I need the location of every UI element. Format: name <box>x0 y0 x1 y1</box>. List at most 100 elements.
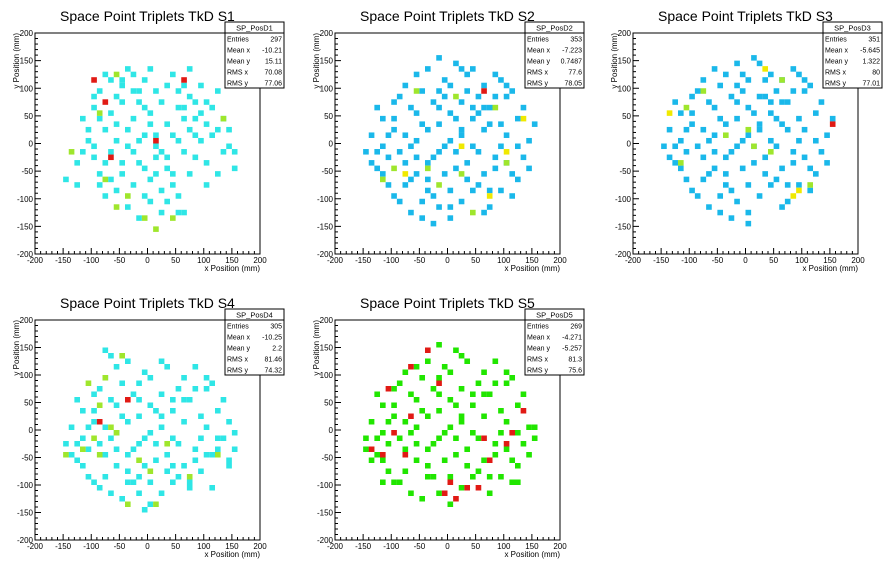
bin-cell <box>209 485 216 491</box>
bin-cell <box>215 408 221 414</box>
bin-cell <box>203 160 210 166</box>
stats-name: SP_PosD2 <box>536 24 573 33</box>
bin-cell <box>481 82 487 89</box>
bin-cell <box>220 149 227 155</box>
y-tick-label: -100 <box>317 195 334 204</box>
bin-cell <box>363 149 369 155</box>
y-tick-label: -50 <box>619 167 631 176</box>
bin-cell <box>745 104 752 111</box>
x-axis-label: x Position (mm) <box>204 264 260 273</box>
x-axis-label: x Position (mm) <box>204 550 260 559</box>
bin-cell <box>430 441 437 447</box>
stats-row-label: RMS y <box>227 368 249 375</box>
bin-cell <box>113 204 120 210</box>
y-tick-label: -100 <box>615 195 632 204</box>
bin-cell <box>481 369 487 375</box>
bin-cell <box>661 143 667 150</box>
bin-cell <box>711 149 718 155</box>
bin-cell <box>374 149 381 155</box>
bin-cell <box>175 193 182 199</box>
y-tick-label: 100 <box>320 84 334 93</box>
x-tick-label: 0 <box>145 256 150 265</box>
bin-cell <box>91 104 97 111</box>
x-tick-label: -150 <box>55 256 72 265</box>
x-tick-label: 200 <box>253 256 267 265</box>
bin-cell <box>170 215 176 221</box>
bin-cell <box>717 209 724 216</box>
stats-row-label: Mean x <box>527 48 550 55</box>
bin-cell <box>453 347 459 353</box>
bin-cell <box>509 375 516 381</box>
bin-cell <box>368 446 375 452</box>
bin-cell <box>203 424 210 430</box>
bin-cell <box>413 364 420 370</box>
bin-cell <box>486 391 493 397</box>
bin-cell <box>209 452 216 458</box>
bin-cell <box>413 137 420 144</box>
y-tick-label: -50 <box>21 167 33 176</box>
bin-cell <box>209 132 216 138</box>
bin-cell <box>396 93 403 100</box>
bin-cell <box>164 82 171 89</box>
bin-cell <box>807 82 814 89</box>
bin-cell <box>526 165 532 172</box>
bin-cell <box>153 143 159 150</box>
bin-cell <box>475 468 482 474</box>
bin-cell <box>728 93 735 100</box>
bin-cell <box>762 77 769 83</box>
bin-cell <box>486 187 493 194</box>
x-tick-label: 50 <box>471 542 480 551</box>
bin-cell <box>481 413 487 419</box>
bin-cell <box>125 204 131 210</box>
bin-cell <box>430 154 437 161</box>
bin-cell <box>63 176 69 183</box>
bin-cell <box>175 386 182 392</box>
stats-row-label: Entries <box>527 37 549 44</box>
x-tick-label: -50 <box>414 256 426 265</box>
bins-layer <box>363 342 538 507</box>
bin-cell <box>74 457 81 463</box>
bin-cell <box>453 435 459 441</box>
x-tick-label: 100 <box>197 256 211 265</box>
bin-cell <box>470 104 476 111</box>
bin-cell <box>102 424 109 430</box>
bin-cell <box>425 187 431 194</box>
bin-cell <box>706 99 712 105</box>
bin-cell <box>231 165 238 172</box>
stats-row-value: 80 <box>872 70 880 77</box>
bin-cell <box>102 99 109 105</box>
bin-cell <box>153 457 159 463</box>
bin-cell <box>158 209 165 216</box>
stats-row-value: 353 <box>570 37 582 44</box>
bin-cell <box>385 386 392 392</box>
bin-cell <box>96 88 103 94</box>
bin-cell <box>91 408 97 414</box>
bin-cell <box>515 176 521 183</box>
bin-cell <box>192 132 199 138</box>
bin-cell <box>396 198 403 205</box>
bin-cell <box>441 93 448 100</box>
bin-cell <box>486 204 493 210</box>
bin-cell <box>130 115 137 122</box>
bin-cell <box>181 149 187 155</box>
bin-cell <box>91 143 97 150</box>
bin-cell <box>164 121 171 127</box>
bin-cell <box>723 132 729 138</box>
bin-cell <box>773 176 780 183</box>
bin-cell <box>481 209 487 216</box>
bin-cell <box>220 115 227 122</box>
bin-cell <box>136 88 142 94</box>
bin-cell <box>141 132 148 138</box>
stats-row-value: 77.01 <box>862 81 880 88</box>
bin-cell <box>158 413 165 419</box>
bin-cell <box>475 485 482 491</box>
bin-cell <box>689 93 695 100</box>
bin-cell <box>80 408 86 414</box>
bin-cell <box>408 209 414 216</box>
bin-cell <box>91 391 97 397</box>
x-tick-label: -100 <box>83 542 100 551</box>
bin-cell <box>408 391 414 397</box>
bin-cell <box>198 468 204 474</box>
bin-cell <box>694 193 701 199</box>
bin-cell <box>192 446 199 452</box>
